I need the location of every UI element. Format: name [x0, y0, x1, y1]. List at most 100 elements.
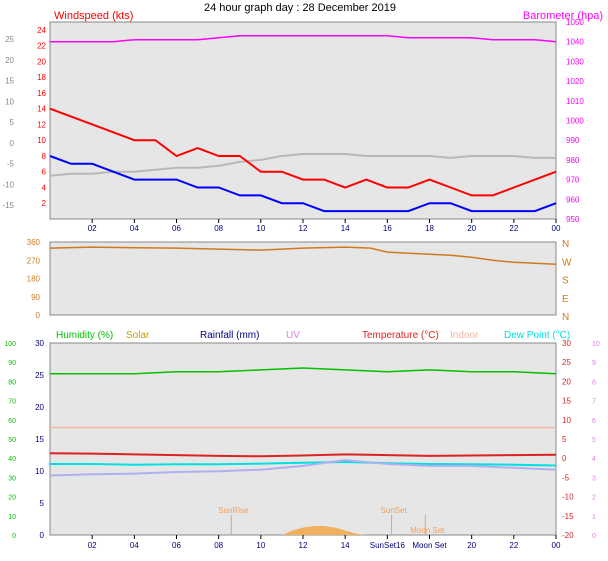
temperature-tick-label: 20 [562, 377, 571, 386]
rain-tick-label: 10 [35, 467, 44, 476]
temperature-tick-label: -20 [562, 531, 574, 540]
outer-tick-label: 25 [5, 35, 14, 44]
x-tick-label: 14 [341, 224, 350, 233]
temperature-tick-label: 15 [562, 397, 571, 406]
legend-label: Solar [126, 330, 150, 341]
wind-tick-label: 10 [37, 136, 46, 145]
baro-tick-label: 960 [566, 195, 580, 204]
uv-tick-label: 1 [592, 514, 596, 521]
multi-legend: Humidity (%) Solar Rainfall (mm) UV Temperat… [56, 330, 570, 341]
wind-tick-label: 8 [42, 152, 47, 161]
rain-tick-label: 15 [35, 435, 44, 444]
x-tick-label: 10 [256, 224, 265, 233]
wind-tick-label: 6 [42, 168, 47, 177]
barometer-line [50, 35, 557, 43]
humidity-tick-label: 90 [8, 360, 16, 367]
outer-tick-label: -10 [2, 180, 14, 189]
baro-tick-label: 1040 [566, 38, 584, 47]
baro-tick-label: 970 [566, 176, 580, 185]
legend-label: Indoor [450, 330, 479, 341]
uv-tick-label: 5 [592, 437, 596, 444]
humidity-tick-label: 80 [8, 379, 16, 386]
direction-tick-label: 180 [27, 275, 41, 284]
humidity-tick-label: 70 [8, 399, 16, 406]
x-tick-label: 02 [88, 224, 97, 233]
wind-tick-label: 22 [37, 42, 46, 51]
baro-tick-label: 1020 [566, 77, 584, 86]
multi-x-ticks: 02 04 06 08 10 12 14 SunSet16 Moon Set 20 22 00 [88, 535, 561, 550]
outer-tick-label: 10 [5, 97, 14, 106]
humidity-tick-label: 100 [4, 341, 16, 348]
wind-left-ticks: 24 22 20 18 16 14 12 10 8 6 4 2 [37, 26, 46, 208]
wind-tick-label: 16 [37, 89, 46, 98]
temperature-tick-label: 30 [562, 339, 571, 348]
outer-tick-label: 5 [10, 118, 15, 127]
multi-lines: SunRise SunSet Moon Set [49, 367, 557, 535]
temperature-tick-label: -5 [562, 473, 570, 482]
temperature-tick-label: -10 [562, 493, 574, 502]
multi-axis-ticks: 1009080706050403020100302520151050302520… [4, 339, 600, 540]
baro-tick-label: 1000 [566, 117, 584, 126]
rain-tick-label: 0 [40, 531, 45, 540]
x-tick-label: 22 [509, 224, 518, 233]
wind-gust-line [49, 107, 557, 197]
uv-tick-label: 3 [592, 475, 596, 482]
rain-tick-label: 25 [35, 371, 44, 380]
wind-tick-label: 14 [37, 105, 46, 114]
baro-tick-label: 980 [566, 156, 580, 165]
x-tick-label: 18 [425, 224, 434, 233]
direction-letter-label: N [562, 239, 569, 250]
direction-tick-label: 0 [36, 311, 41, 320]
x-tick-label: 12 [299, 224, 308, 233]
x-tick-label: 12 [299, 541, 308, 550]
temperature-tick-label: 0 [562, 454, 567, 463]
multi-panel-plot [49, 342, 557, 536]
humidity-tick-label: 0 [12, 533, 16, 540]
solar-area [281, 526, 367, 535]
uv-tick-label: 6 [592, 418, 596, 425]
x-tick-label: SunSet16 [370, 541, 406, 550]
legend-label: UV [286, 330, 300, 341]
uv-tick-label: 9 [592, 360, 596, 367]
x-tick-label: 08 [214, 541, 223, 550]
outer-tick-label: -15 [2, 201, 14, 210]
x-tick-label: 00 [552, 224, 561, 233]
wind-x-ticks: 02 04 06 08 10 12 14 16 18 20 22 00 [88, 219, 561, 233]
direction-letter-label: N [562, 312, 569, 323]
x-tick-label: 00 [552, 541, 561, 550]
page-title: 24 hour graph day : 28 December 2019 [204, 2, 396, 14]
humidity-tick-label: 30 [8, 475, 16, 482]
wind-tick-label: 2 [42, 199, 47, 208]
gray-trend-line [49, 153, 556, 177]
wind-average-line [49, 155, 557, 213]
wind-tick-label: 12 [37, 120, 46, 129]
baro-tick-label: 990 [566, 136, 580, 145]
temperature-tick-label: -15 [562, 512, 574, 521]
x-tick-label: 22 [509, 541, 518, 550]
x-tick-label: 06 [172, 224, 181, 233]
outer-tick-label: 15 [5, 77, 14, 86]
temperature-line [49, 452, 557, 458]
x-tick-label: 02 [88, 541, 97, 550]
direction-letter-label: W [562, 257, 572, 268]
rain-tick-label: 5 [40, 499, 45, 508]
wind-outer-left-ticks: 25 20 15 10 5 0 -5 -10 -15 [2, 35, 14, 210]
baro-tick-label: 1030 [566, 57, 584, 66]
direction-letter-label: E [562, 294, 569, 305]
direction-panel-plot [49, 241, 557, 316]
direction-tick-label: 90 [31, 293, 40, 302]
humidity-tick-label: 40 [8, 456, 16, 463]
temperature-tick-label: 5 [562, 435, 567, 444]
temperature-tick-label: 10 [562, 416, 571, 425]
x-tick-label: 10 [256, 541, 265, 550]
uv-tick-label: 10 [592, 341, 600, 348]
baro-tick-label: 950 [566, 215, 580, 224]
wind-lines [49, 35, 557, 213]
uv-tick-label: 0 [592, 533, 596, 540]
temperature-tick-label: 25 [562, 358, 571, 367]
direction-lines [49, 246, 557, 266]
event-label: Moon Set [410, 526, 445, 535]
